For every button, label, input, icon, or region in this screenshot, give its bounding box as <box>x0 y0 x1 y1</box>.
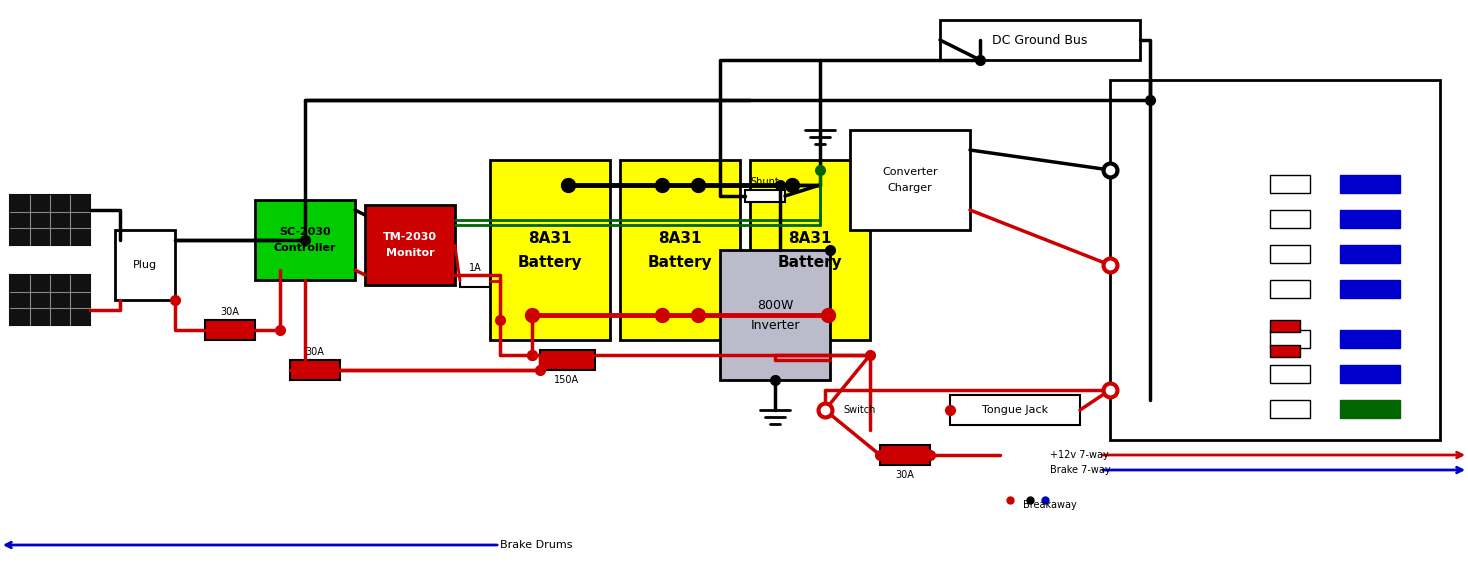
FancyBboxPatch shape <box>1340 280 1400 298</box>
FancyBboxPatch shape <box>950 395 1080 425</box>
FancyBboxPatch shape <box>750 160 871 340</box>
FancyBboxPatch shape <box>115 230 175 300</box>
Text: Switch: Switch <box>844 405 876 415</box>
FancyBboxPatch shape <box>1340 245 1400 263</box>
Text: Inverter: Inverter <box>750 318 800 332</box>
Text: Monitor: Monitor <box>386 248 435 258</box>
FancyBboxPatch shape <box>719 250 829 380</box>
Text: Controller: Controller <box>273 243 336 253</box>
Text: 800W: 800W <box>757 299 793 311</box>
FancyBboxPatch shape <box>1270 365 1309 383</box>
FancyBboxPatch shape <box>1270 330 1309 348</box>
Text: 8A31: 8A31 <box>788 231 832 246</box>
Text: TM-2030: TM-2030 <box>383 232 437 242</box>
FancyBboxPatch shape <box>1270 210 1309 228</box>
FancyBboxPatch shape <box>1340 175 1400 193</box>
FancyBboxPatch shape <box>744 190 785 202</box>
FancyBboxPatch shape <box>1270 320 1301 332</box>
Text: SC-2030: SC-2030 <box>279 227 330 237</box>
FancyBboxPatch shape <box>255 200 355 280</box>
FancyBboxPatch shape <box>1270 345 1301 357</box>
FancyBboxPatch shape <box>1270 400 1309 418</box>
Text: Plug: Plug <box>134 260 157 270</box>
FancyBboxPatch shape <box>206 320 255 340</box>
FancyBboxPatch shape <box>940 20 1141 60</box>
Text: Charger: Charger <box>888 183 932 193</box>
FancyBboxPatch shape <box>10 195 90 245</box>
Text: Brake 7-way: Brake 7-way <box>1050 465 1111 475</box>
FancyBboxPatch shape <box>879 445 931 465</box>
FancyBboxPatch shape <box>1270 280 1309 298</box>
Text: 30A: 30A <box>220 307 239 317</box>
Text: Battery: Battery <box>647 254 712 270</box>
FancyBboxPatch shape <box>850 130 970 230</box>
FancyBboxPatch shape <box>1340 365 1400 383</box>
FancyBboxPatch shape <box>619 160 740 340</box>
FancyBboxPatch shape <box>1340 330 1400 348</box>
Text: 30A: 30A <box>895 470 915 480</box>
Text: 150A: 150A <box>555 375 580 385</box>
FancyBboxPatch shape <box>10 275 90 325</box>
FancyBboxPatch shape <box>1110 80 1440 440</box>
FancyBboxPatch shape <box>459 275 490 287</box>
Text: 30A: 30A <box>305 347 324 357</box>
FancyBboxPatch shape <box>366 205 455 285</box>
Text: Tongue Jack: Tongue Jack <box>982 405 1048 415</box>
Text: Converter: Converter <box>882 167 938 177</box>
FancyBboxPatch shape <box>1340 400 1400 418</box>
Text: 8A31: 8A31 <box>658 231 702 246</box>
Text: Shunt: Shunt <box>750 177 780 187</box>
Text: 1A: 1A <box>468 263 482 273</box>
FancyBboxPatch shape <box>1270 245 1309 263</box>
Text: DC Ground Bus: DC Ground Bus <box>992 34 1088 46</box>
Text: 8A31: 8A31 <box>528 231 571 246</box>
Text: Battery: Battery <box>778 254 843 270</box>
Text: Battery: Battery <box>518 254 583 270</box>
FancyBboxPatch shape <box>1270 175 1309 193</box>
Text: Brake Drums: Brake Drums <box>501 540 573 550</box>
FancyBboxPatch shape <box>490 160 611 340</box>
Text: Breakaway: Breakaway <box>1023 500 1078 510</box>
Text: +12v 7-way: +12v 7-way <box>1050 450 1108 460</box>
FancyBboxPatch shape <box>1340 210 1400 228</box>
FancyBboxPatch shape <box>291 360 341 380</box>
FancyBboxPatch shape <box>540 350 595 370</box>
